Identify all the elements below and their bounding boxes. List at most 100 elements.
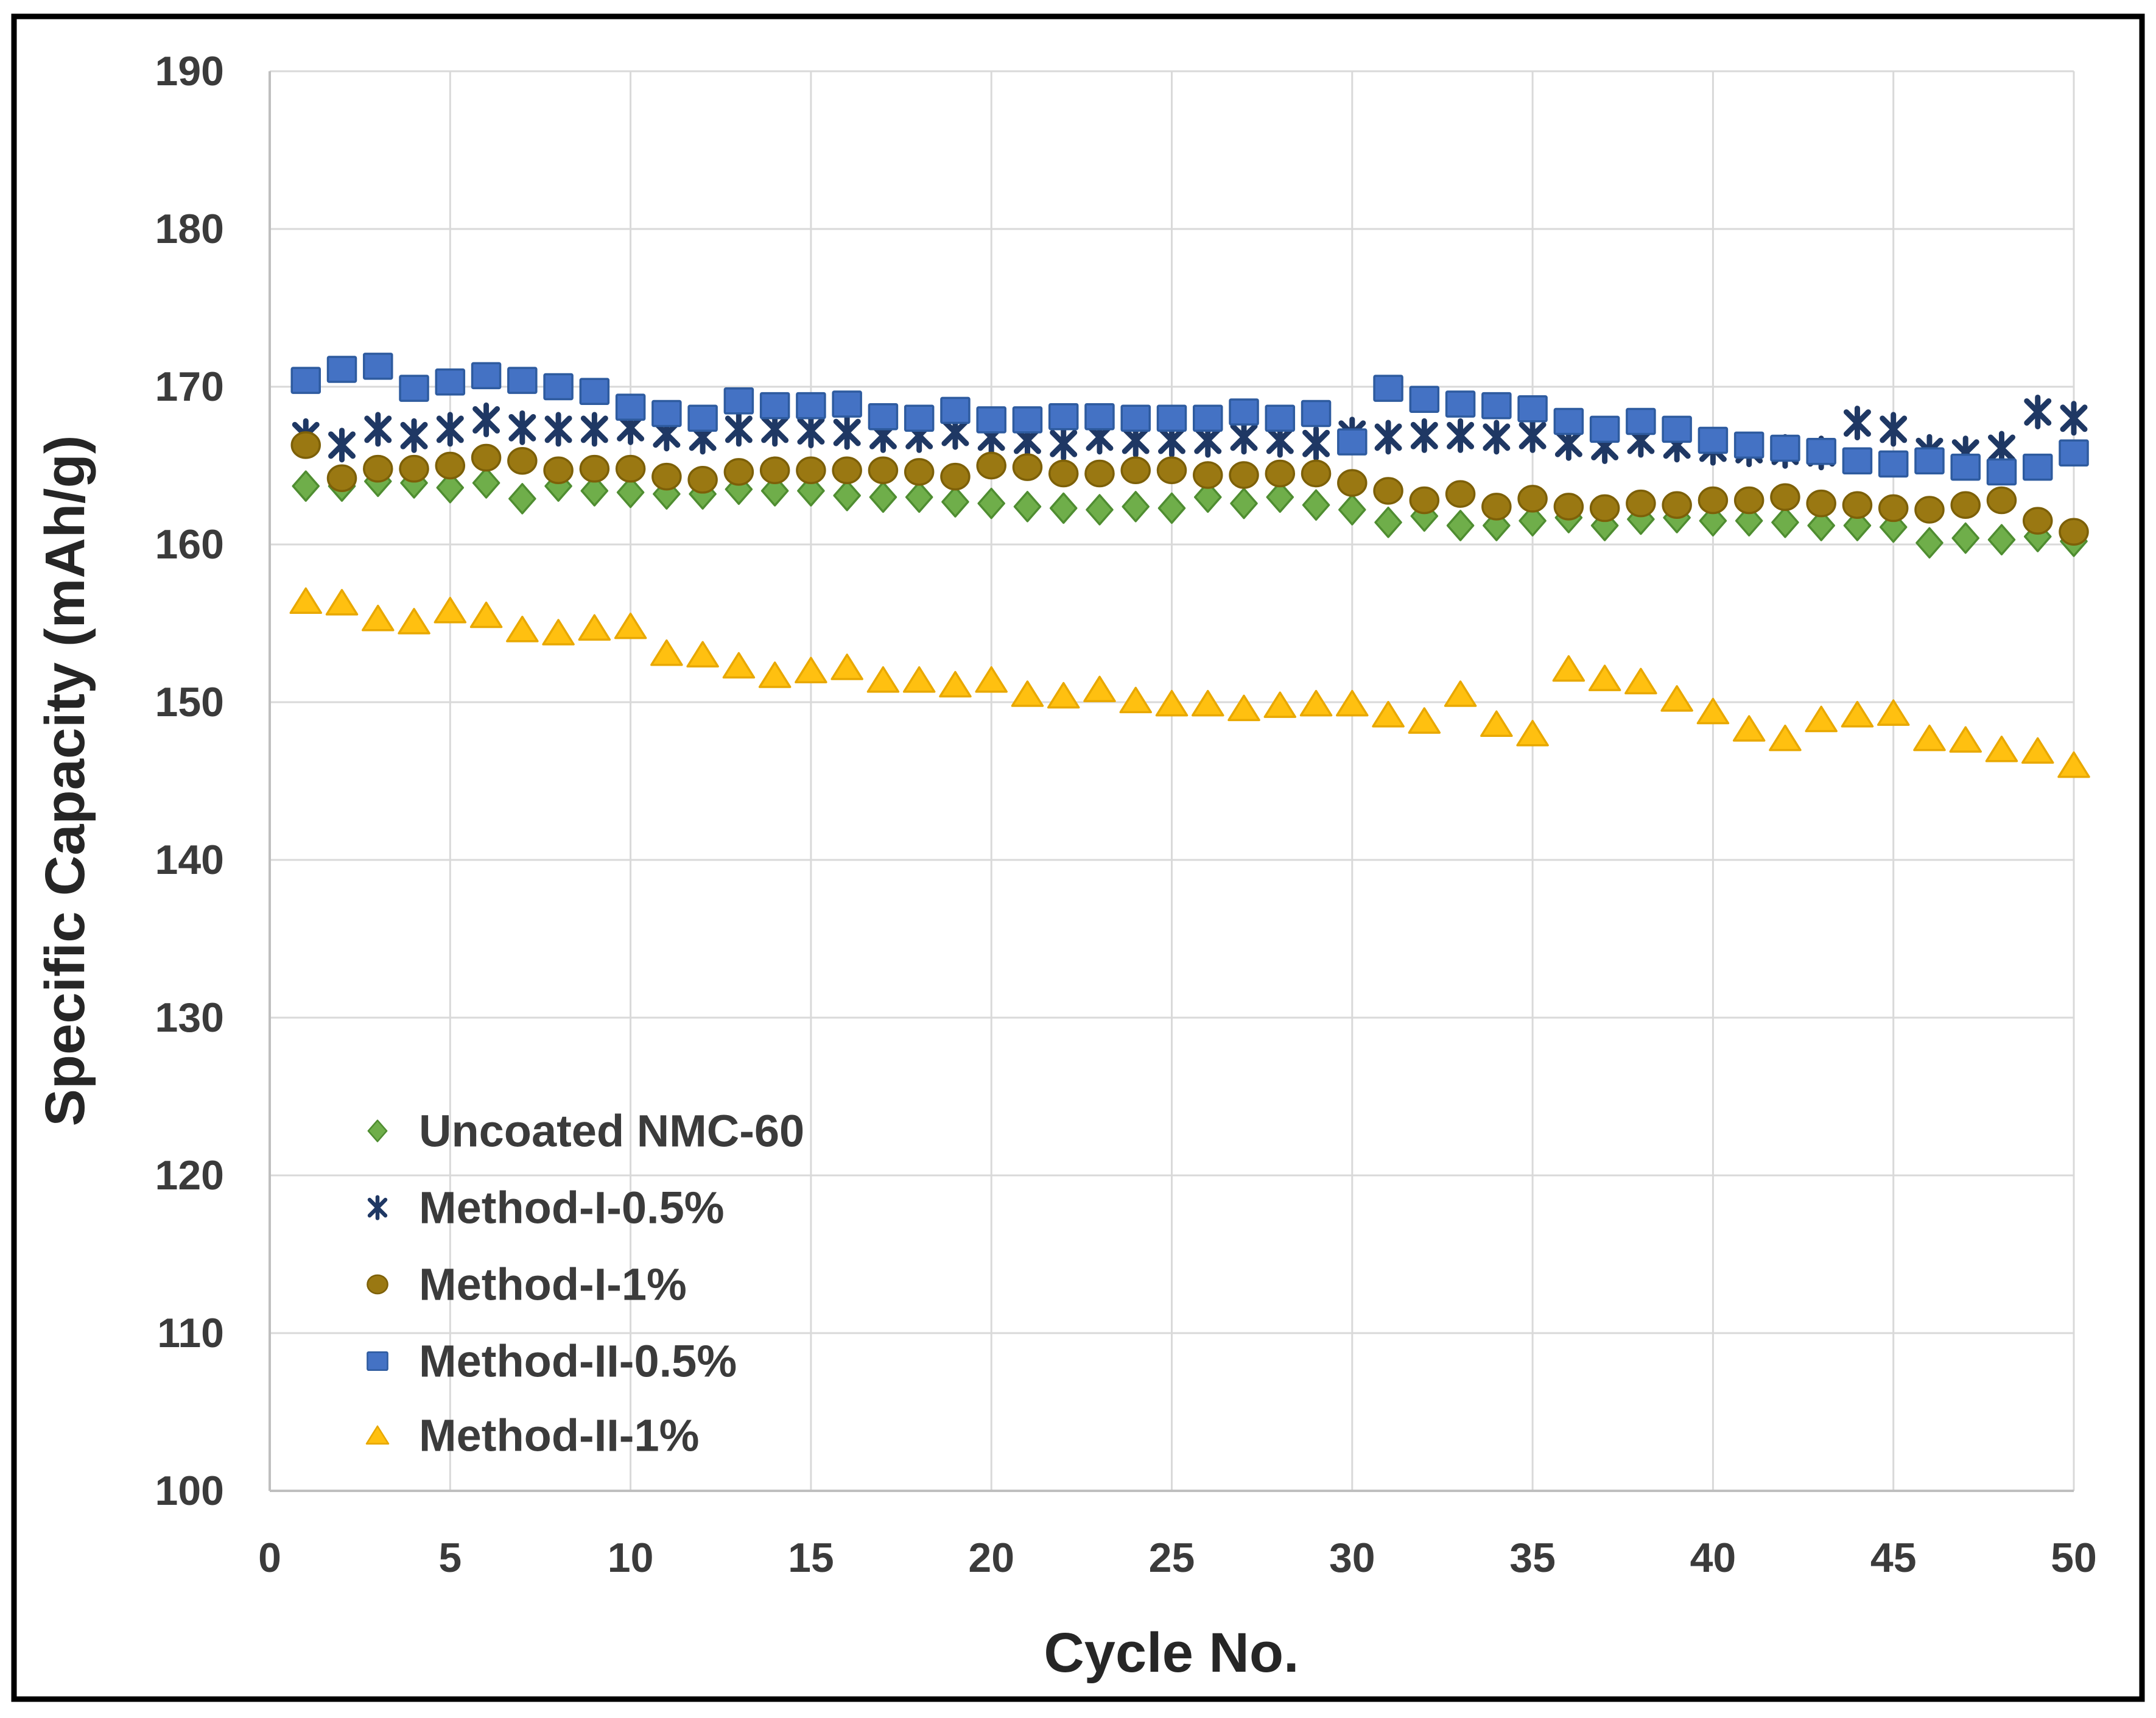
triangle-marker [506, 616, 539, 642]
circle-marker [290, 431, 321, 459]
diamond-marker [1302, 489, 1330, 521]
legend-label: Method-I-1% [419, 1259, 687, 1310]
square-marker [1445, 390, 1476, 418]
square-marker [1986, 458, 2017, 486]
circle-marker [543, 456, 574, 485]
y-tick-label: 150 [155, 679, 224, 725]
triangle-marker [1299, 689, 1333, 717]
circle-marker [2059, 518, 2089, 546]
circle-marker [1265, 459, 1296, 488]
asterisk-marker [1483, 420, 1511, 455]
triangle-marker [325, 589, 359, 616]
asterisk-marker [367, 1195, 388, 1220]
y-tick-label: 100 [155, 1468, 224, 1514]
diamond-marker [508, 483, 536, 515]
square-marker [1698, 426, 1729, 454]
asterisk-marker [1230, 420, 1258, 455]
triangle-marker [1047, 681, 1080, 709]
triangle-marker [1516, 720, 1549, 747]
circle-marker [579, 454, 610, 483]
y-tick-label: 120 [155, 1152, 224, 1199]
diamond-marker [1843, 510, 1872, 541]
square-marker [1337, 428, 1368, 456]
asterisk-marker [1843, 406, 1871, 441]
triangle-marker [1119, 686, 1152, 714]
asterisk-marker [1880, 412, 1908, 447]
circle-marker [940, 462, 971, 491]
y-axis-tick-labels: 100 110 120 130 140 150 160 170 180 190 [155, 48, 224, 1514]
circle-marker [723, 458, 754, 486]
asterisk-marker [797, 414, 825, 449]
circle-marker [1733, 486, 1764, 515]
diamond-marker [367, 1119, 388, 1142]
circle-marker [471, 443, 502, 472]
circle-marker [1193, 461, 1223, 489]
diamond-marker [760, 475, 789, 507]
x-tick-label: 35 [1509, 1535, 1556, 1581]
y-tick-label: 160 [155, 521, 224, 568]
asterisk-stroke [941, 418, 969, 446]
diamond-marker [1446, 510, 1475, 541]
circle-marker [367, 1274, 388, 1295]
y-tick-label: 140 [155, 837, 224, 883]
square-marker [687, 404, 718, 432]
y-axis-title: Specific Capacity (mAh/g) [34, 435, 96, 1127]
circle-marker [2022, 507, 2053, 535]
asterisk-marker [1519, 418, 1547, 453]
asterisk-stroke [2060, 404, 2088, 432]
triangle-marker [1155, 689, 1189, 717]
diamond-marker [472, 467, 500, 499]
legend-label: Uncoated NMC-60 [419, 1106, 804, 1156]
diamond-marker [1086, 494, 1114, 526]
triangle-marker [1769, 724, 1802, 752]
diamond-marker [1735, 505, 1763, 537]
diamond-marker [1915, 527, 1944, 559]
circle-marker [1914, 496, 1945, 524]
asterisk-marker [1374, 420, 1402, 455]
triangle-marker [650, 639, 683, 666]
triangle-marker [2021, 737, 2054, 764]
diamond-marker [977, 487, 1005, 519]
square-marker [579, 378, 610, 406]
triangle-marker [902, 666, 936, 693]
x-tick-label: 25 [1149, 1535, 1195, 1581]
series-method-ii-1- [289, 587, 2090, 778]
square-marker [615, 393, 646, 421]
triangle-marker [1192, 689, 1224, 717]
asterisk-stroke [436, 415, 464, 443]
diamond-marker [869, 481, 897, 513]
triangle-marker [2057, 751, 2090, 778]
x-tick-label: 30 [1329, 1535, 1375, 1581]
circle-marker [904, 458, 935, 486]
asterisk-marker [472, 402, 500, 437]
asterisk-marker [328, 428, 356, 463]
diamond-marker [436, 472, 465, 504]
square-marker [1156, 404, 1187, 432]
triangle-marker [758, 661, 792, 688]
circle-marker [1048, 459, 1079, 488]
circle-marker [832, 456, 862, 485]
triangle-marker [795, 657, 827, 683]
asterisk-marker [400, 418, 428, 453]
square-marker [723, 387, 754, 415]
asterisk-stroke [761, 415, 789, 443]
square-marker [435, 368, 466, 396]
asterisk-stroke [1843, 409, 1871, 437]
asterisk-stroke [725, 415, 753, 443]
circle-marker [1517, 485, 1548, 513]
circle-marker [1553, 493, 1584, 521]
circle-marker [976, 451, 1006, 480]
x-tick-label: 10 [608, 1535, 654, 1581]
triangle-marker [1444, 680, 1477, 707]
legend-item: Method-I-0.5% [367, 1183, 725, 1233]
triangle-marker [1011, 680, 1044, 707]
triangle-marker [866, 666, 900, 693]
circle-marker [759, 456, 790, 485]
asterisk-stroke [1050, 429, 1078, 457]
triangle-marker [1480, 710, 1513, 738]
diamond-marker [1987, 524, 2016, 555]
asterisk-marker [1050, 426, 1078, 461]
diamond-marker [1013, 491, 1042, 523]
